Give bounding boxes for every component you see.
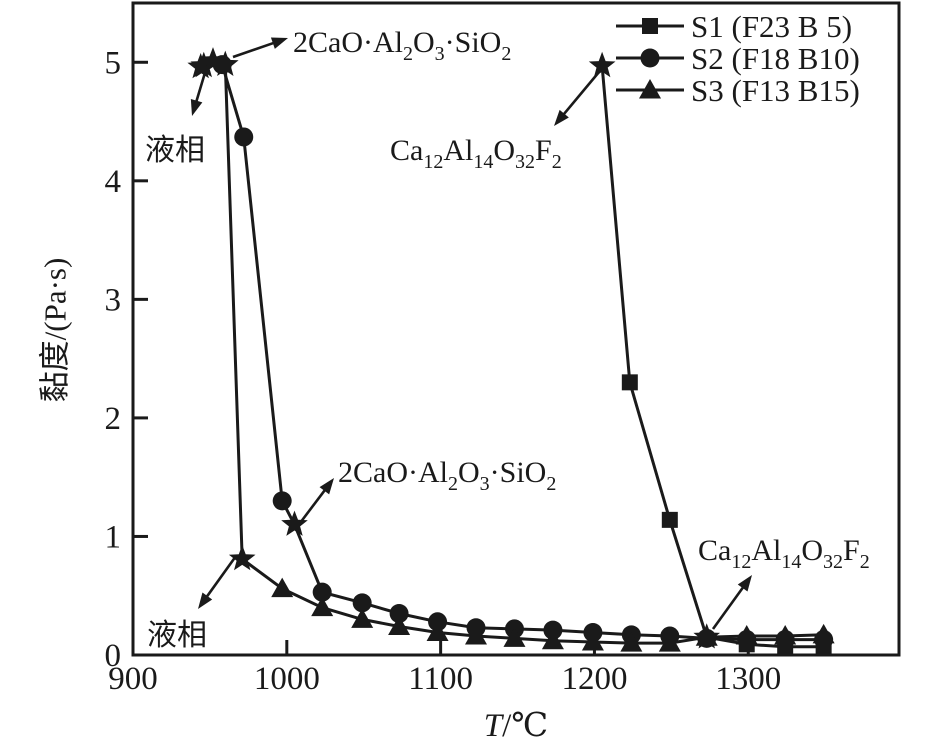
anno-liquid-phase-lower-text: 液相 xyxy=(147,619,207,652)
anno-gehlenite-lower-arrow-line xyxy=(295,484,330,528)
x-tick-label-900: 900 xyxy=(108,661,158,697)
legend-item-s1: S1 (F23 B 5) xyxy=(616,9,852,44)
series-s3-marker-triangle xyxy=(465,625,488,645)
anno-mayenite-lower-arrow-head xyxy=(737,575,752,592)
x-axis-unit: /℃ xyxy=(502,708,549,744)
series-s1-marker-square xyxy=(661,511,678,528)
x-tick-label-1100: 1100 xyxy=(408,661,473,697)
legend-label-s2: S2 (F18 B10) xyxy=(691,41,860,76)
x-tick-label-1300: 1300 xyxy=(715,661,781,697)
series-s2-marker-circle xyxy=(234,127,254,147)
anno-gehlenite-lower-arrow-head xyxy=(319,478,334,495)
plot-border xyxy=(131,1,901,657)
series-s3-marker-triangle xyxy=(695,626,718,646)
series-s3-marker-triangle xyxy=(503,627,526,647)
anno-mayenite-upper-text: Ca12Al14O32F2 xyxy=(390,134,562,173)
series-s3-marker-triangle xyxy=(426,621,449,641)
anno-mayenite-lower-text: Ca12Al14O32F2 xyxy=(698,534,870,573)
y-tick-label-5: 5 xyxy=(105,45,122,81)
series-s3-marker-triangle xyxy=(620,632,643,652)
legend-marker-triangle xyxy=(639,79,661,99)
anno-liquid-phase-lower-arrow-line xyxy=(202,555,238,603)
anno-liquid-phase-upper-arrow-line xyxy=(193,65,209,108)
anno-mayenite-upper-arrow-line xyxy=(558,71,600,120)
series-s3-marker-triangle xyxy=(658,632,681,652)
anno-liquid-phase-lower-arrow-head xyxy=(198,592,213,609)
series-s3-marker-triangle xyxy=(735,625,758,645)
series-s2-marker-circle xyxy=(389,604,409,624)
anno-gehlenite-upper-arrow-head xyxy=(270,37,288,49)
anno-mayenite-lower-arrow-line xyxy=(711,581,748,630)
anno-mayenite-lower: Ca12Al14O32F2 xyxy=(698,534,870,630)
anno-gehlenite-lower: 2CaO·Al2O3·SiO2 xyxy=(295,456,556,528)
y-tick-label-0: 0 xyxy=(105,638,122,674)
series-s3-marker-triangle xyxy=(351,608,374,628)
series-s3-marker-triangle xyxy=(774,625,797,645)
series-s3-marker-triangle xyxy=(271,577,294,598)
y-axis-label: 黏度/(Pa·s) xyxy=(37,257,73,403)
legend: S1 (F23 B 5)S2 (F18 B10)S3 (F13 B15) xyxy=(616,9,860,108)
anno-liquid-phase-upper-arrow-head xyxy=(190,98,203,116)
anno-liquid-phase-upper-text: 液相 xyxy=(145,134,205,167)
anno-gehlenite-upper: 2CaO·Al2O3·SiO2 xyxy=(232,26,511,65)
legend-item-s3: S3 (F13 B15) xyxy=(616,73,860,108)
anno-gehlenite-lower-text: 2CaO·Al2O3·SiO2 xyxy=(338,456,556,495)
series-s3-marker-triangle xyxy=(812,623,835,644)
x-axis-label: T/℃ xyxy=(133,708,899,744)
series-s3-marker-star xyxy=(199,47,227,73)
legend-marker-square xyxy=(642,18,658,34)
y-tick-label-4: 4 xyxy=(105,164,122,200)
anno-mayenite-upper-arrow-head xyxy=(554,109,569,126)
series-s2-marker-circle xyxy=(272,491,292,511)
y-axis-ticks: 0 1 2 3 4 5 xyxy=(105,45,148,674)
series-s3 xyxy=(187,47,835,652)
anno-liquid-phase-lower: 液相 xyxy=(147,555,238,652)
series-s2-marker-circle xyxy=(312,582,332,602)
y-tick-label-1: 1 xyxy=(105,519,122,555)
legend-label-s1: S1 (F23 B 5) xyxy=(691,9,852,44)
legend-marker-circle xyxy=(640,48,660,68)
y-tick-label-3: 3 xyxy=(105,282,122,318)
y-tick-label-2: 2 xyxy=(105,401,122,437)
legend-item-s2: S2 (F18 B10) xyxy=(616,41,860,76)
series-s1-marker-square xyxy=(621,374,638,391)
series-s2-marker-star xyxy=(281,510,308,536)
series-s2-marker-circle xyxy=(352,593,372,613)
anno-gehlenite-upper-arrow-line xyxy=(232,39,280,59)
anno-liquid-phase-upper: 液相 xyxy=(145,65,209,167)
series-s1-marker-star xyxy=(588,51,616,78)
x-tick-label-1200: 1200 xyxy=(561,661,627,697)
series-s3-marker-star xyxy=(212,50,239,76)
series-s3-marker-triangle xyxy=(581,630,604,651)
x-tick-label-1000: 1000 xyxy=(254,661,320,697)
x-axis-ticks: 900 1000 1100 1200 1300 xyxy=(108,640,781,697)
anno-gehlenite-upper-text: 2CaO·Al2O3·SiO2 xyxy=(293,26,511,65)
anno-mayenite-upper: Ca12Al14O32F2 xyxy=(390,71,600,173)
series-s3-marker-star xyxy=(187,53,214,79)
series-s3-marker-triangle xyxy=(541,629,564,650)
series-s3-marker-triangle xyxy=(388,615,411,636)
series-s3-marker-star xyxy=(228,545,256,571)
x-axis-symbol: T xyxy=(483,708,503,744)
legend-label-s3: S3 (F13 B15) xyxy=(691,73,860,108)
series-s3-marker-triangle xyxy=(311,596,334,617)
